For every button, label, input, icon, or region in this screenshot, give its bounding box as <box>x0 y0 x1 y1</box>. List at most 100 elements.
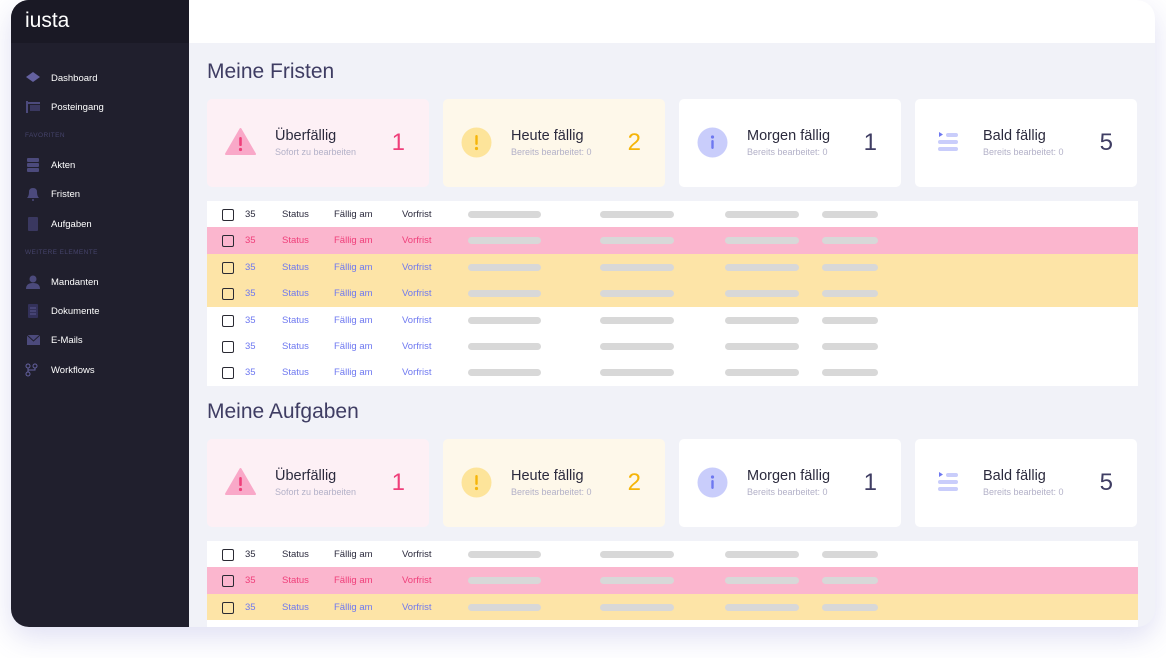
document-icon <box>25 304 41 318</box>
sidebar-item-mandanten[interactable]: Mandanten <box>25 275 99 289</box>
table-row[interactable]: 35 Status Fällig am Vorfrist <box>207 332 1138 360</box>
sidebar-item-akten[interactable]: Akten <box>25 158 75 172</box>
placeholder-bar <box>822 551 878 558</box>
row-status: Status <box>282 235 309 247</box>
sidebar-item-e-mails[interactable]: E-Mails <box>25 333 83 347</box>
card-subtitle: Sofort zu bearbeiten <box>275 487 357 497</box>
placeholder-bar <box>725 316 799 324</box>
row-checkbox[interactable] <box>222 314 234 327</box>
sidebar-item-label: Workflows <box>51 364 95 376</box>
table-row[interactable]: 35 Status Fällig am Vorfrist <box>207 541 1138 568</box>
table-row[interactable]: 35 Status Fällig am Vorfrist <box>207 593 1138 621</box>
table-row[interactable]: 35 Status Fällig am Vorfrist <box>207 253 1138 281</box>
row-id[interactable]: 35 <box>245 209 256 220</box>
warning-icon <box>225 127 256 158</box>
placeholder-bar <box>725 577 799 585</box>
deadlines-table: 35 Status Fällig am Vorfrist 35 Status F… <box>207 201 1138 386</box>
row-id[interactable]: 35 <box>245 235 256 247</box>
placeholder-bar <box>600 237 674 245</box>
row-pre-deadline: Vorfrist <box>402 575 432 587</box>
placeholder-bar <box>600 211 674 218</box>
row-id[interactable]: 35 <box>245 367 256 379</box>
placeholder-bar <box>468 263 541 271</box>
card-overdue[interactable]: Überfällig Sofort zu bearbeiten 1 <box>207 439 429 527</box>
card-count: 2 <box>627 469 641 496</box>
sidebar-item-label: Posteingang <box>51 101 104 113</box>
card-tomorrow[interactable]: Morgen fällig Bereits bearbeitet: 0 1 <box>679 439 901 527</box>
sidebar-item-fristen[interactable]: Fristen <box>25 187 80 201</box>
logo: iusta <box>11 0 189 43</box>
list-icon <box>933 127 964 158</box>
sidebar-item-label: Dashboard <box>51 72 98 84</box>
row-checkbox[interactable] <box>222 261 234 274</box>
sidebar-item-label: Akten <box>51 159 76 171</box>
row-status: Status <box>282 367 309 379</box>
card-soon[interactable]: Bald fällig Bereits bearbeitet: 0 5 <box>915 439 1137 527</box>
card-count: 1 <box>391 129 405 156</box>
table-row[interactable]: 35 Status Fällig am Vorfrist <box>207 567 1138 594</box>
row-id[interactable]: 35 <box>245 261 256 273</box>
card-today[interactable]: Heute fällig Bereits bearbeitet: 0 2 <box>443 439 665 527</box>
row-checkbox[interactable] <box>222 575 234 588</box>
row-checkbox[interactable] <box>222 601 234 614</box>
card-subtitle: Bereits bearbeitet: 0 <box>747 147 828 157</box>
sidebar-item-posteingang[interactable]: Posteingang <box>25 100 104 114</box>
card-overdue[interactable]: Überfällig Sofort zu bearbeiten 1 <box>207 99 429 187</box>
top-bar <box>189 0 1155 43</box>
sidebar-item-dashboard[interactable]: Dashboard <box>25 71 97 85</box>
row-checkbox[interactable] <box>222 235 234 248</box>
sidebar-item-label: Mandanten <box>51 276 99 288</box>
card-today[interactable]: Heute fällig Bereits bearbeitet: 0 2 <box>443 99 665 187</box>
placeholder-bar <box>468 211 541 218</box>
placeholder-bar <box>468 342 541 350</box>
row-status: Status <box>282 601 309 613</box>
row-id[interactable]: 35 <box>245 601 256 613</box>
row-checkbox[interactable] <box>222 340 234 353</box>
table-row[interactable]: 35 Status Fällig am Vorfrist <box>207 359 1138 386</box>
placeholder-bar <box>468 237 541 245</box>
card-title: Bald fällig <box>983 468 1046 484</box>
table-row[interactable]: 35 Status Fällig am Vorfrist <box>207 280 1138 307</box>
sidebar-item-label: Fristen <box>51 188 81 200</box>
placeholder-bar <box>600 342 674 350</box>
tasks-table: 35 Status Fällig am Vorfrist 35 Status F… <box>207 541 1138 627</box>
row-id[interactable]: 35 <box>245 575 256 587</box>
placeholder-bar <box>822 237 878 245</box>
card-subtitle: Bereits bearbeitet: 0 <box>747 487 828 497</box>
row-due: Fällig am <box>334 601 373 613</box>
placeholder-bar <box>468 603 541 611</box>
sidebar-item-aufgaben[interactable]: Aufgaben <box>25 217 92 231</box>
placeholder-bar <box>822 290 878 298</box>
row-pre-deadline: Vorfrist <box>402 235 432 247</box>
row-checkbox[interactable] <box>222 367 234 380</box>
row-pre-deadline: Vorfrist <box>402 367 432 379</box>
row-id[interactable]: 35 <box>245 288 256 300</box>
card-title: Überfällig <box>275 468 337 484</box>
row-checkbox[interactable] <box>222 209 234 221</box>
table-row[interactable]: 35 Status Fällig am Vorfrist <box>207 306 1138 333</box>
sidebar-item-dokumente[interactable]: Dokumente <box>25 304 100 318</box>
row-id[interactable]: 35 <box>245 340 256 352</box>
row-due: Fällig am <box>334 288 373 300</box>
table-row[interactable]: 35 Status Fällig am Vorfrist <box>207 227 1138 254</box>
card-title: Überfällig <box>275 128 337 144</box>
placeholder-bar <box>725 369 799 377</box>
card-soon[interactable]: Bald fällig Bereits bearbeitet: 0 5 <box>915 99 1137 187</box>
row-status: Status <box>282 209 309 220</box>
placeholder-bar <box>600 290 674 298</box>
placeholder-bar <box>822 369 878 377</box>
row-checkbox[interactable] <box>222 288 234 301</box>
placeholder-bar <box>600 577 674 585</box>
list-icon <box>933 467 964 498</box>
sidebar-item-workflows[interactable]: Workflows <box>25 363 95 377</box>
card-title: Morgen fällig <box>747 128 831 144</box>
placeholder-bar <box>725 237 799 245</box>
row-id[interactable]: 35 <box>245 314 256 326</box>
row-due: Fällig am <box>334 340 373 352</box>
row-checkbox[interactable] <box>222 549 234 561</box>
row-id[interactable]: 35 <box>245 549 256 560</box>
inbox-icon <box>25 100 41 114</box>
card-tomorrow[interactable]: Morgen fällig Bereits bearbeitet: 0 1 <box>679 99 901 187</box>
placeholder-bar <box>725 603 799 611</box>
table-row[interactable]: 35 Status Fällig am Vorfrist <box>207 201 1138 228</box>
